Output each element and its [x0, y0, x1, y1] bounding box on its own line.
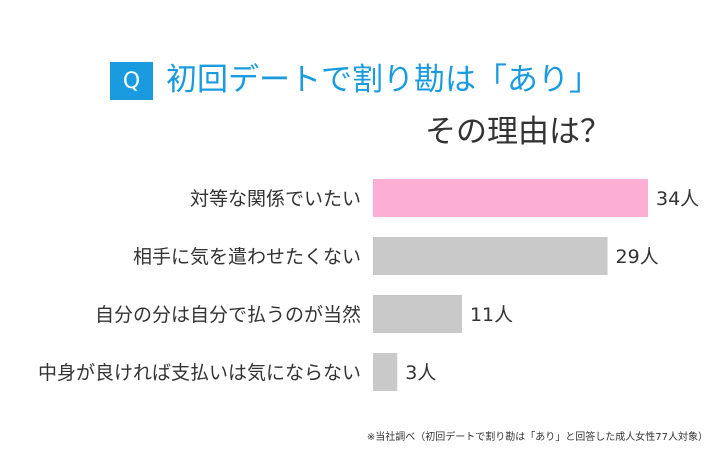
bar	[373, 237, 608, 275]
chart-subtitle: その理由は？	[425, 114, 611, 150]
category-label: 中身が良ければ支払いは気にならない	[38, 362, 361, 384]
bar	[373, 295, 462, 333]
bar	[373, 353, 398, 391]
bar-value-label: 29人	[616, 246, 659, 268]
category-label: 対等な関係でいたい	[190, 188, 361, 210]
category-label: 自分の分は自分で払うのが当然	[95, 304, 361, 326]
bar	[373, 179, 648, 217]
footnote: ※当社調べ（初回デートで割り勘は「あり」と回答した成人女性77人対象）	[366, 432, 708, 443]
question-badge-label: Q	[122, 68, 141, 94]
bar-value-label: 11人	[470, 304, 513, 326]
category-label: 相手に気を遣わせたくない	[133, 246, 361, 268]
chart-title: 初回デートで割り勘は「あり」	[166, 62, 600, 98]
question-badge: Q	[110, 62, 153, 100]
bar-value-label: 3人	[405, 362, 436, 384]
bar-value-label: 34人	[656, 188, 699, 210]
